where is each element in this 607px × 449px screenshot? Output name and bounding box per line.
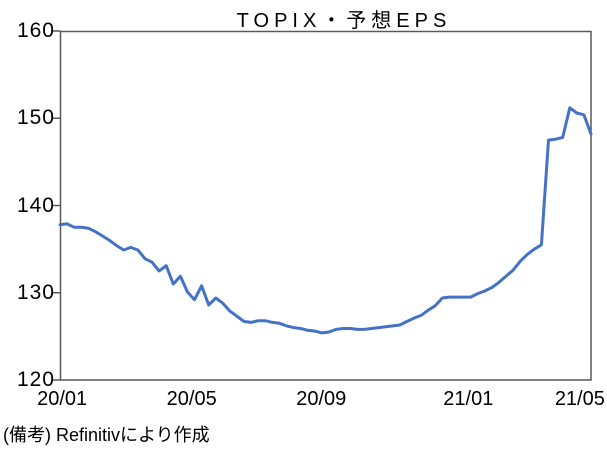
x-axis-label: 21/05	[554, 388, 605, 410]
y-axis-label: 150	[16, 106, 55, 130]
y-axis-label: 160	[16, 19, 55, 42]
x-axis-label: 20/01	[37, 388, 88, 410]
x-axis-label: 20/05	[166, 388, 217, 410]
x-axis-label: 20/09	[296, 388, 347, 410]
source-note: (備考) Refinitivにより作成	[3, 425, 210, 445]
y-axis-ticks	[52, 30, 61, 381]
eps-line	[58, 106, 593, 335]
y-axis-label: 130	[16, 280, 55, 304]
chart-title: TOPIX・予想EPS	[236, 10, 452, 32]
plot-border	[59, 30, 592, 381]
y-axis-label: 140	[16, 193, 55, 217]
x-axis-label: 21/01	[443, 388, 494, 410]
y-axis-label: 120	[16, 368, 55, 391]
